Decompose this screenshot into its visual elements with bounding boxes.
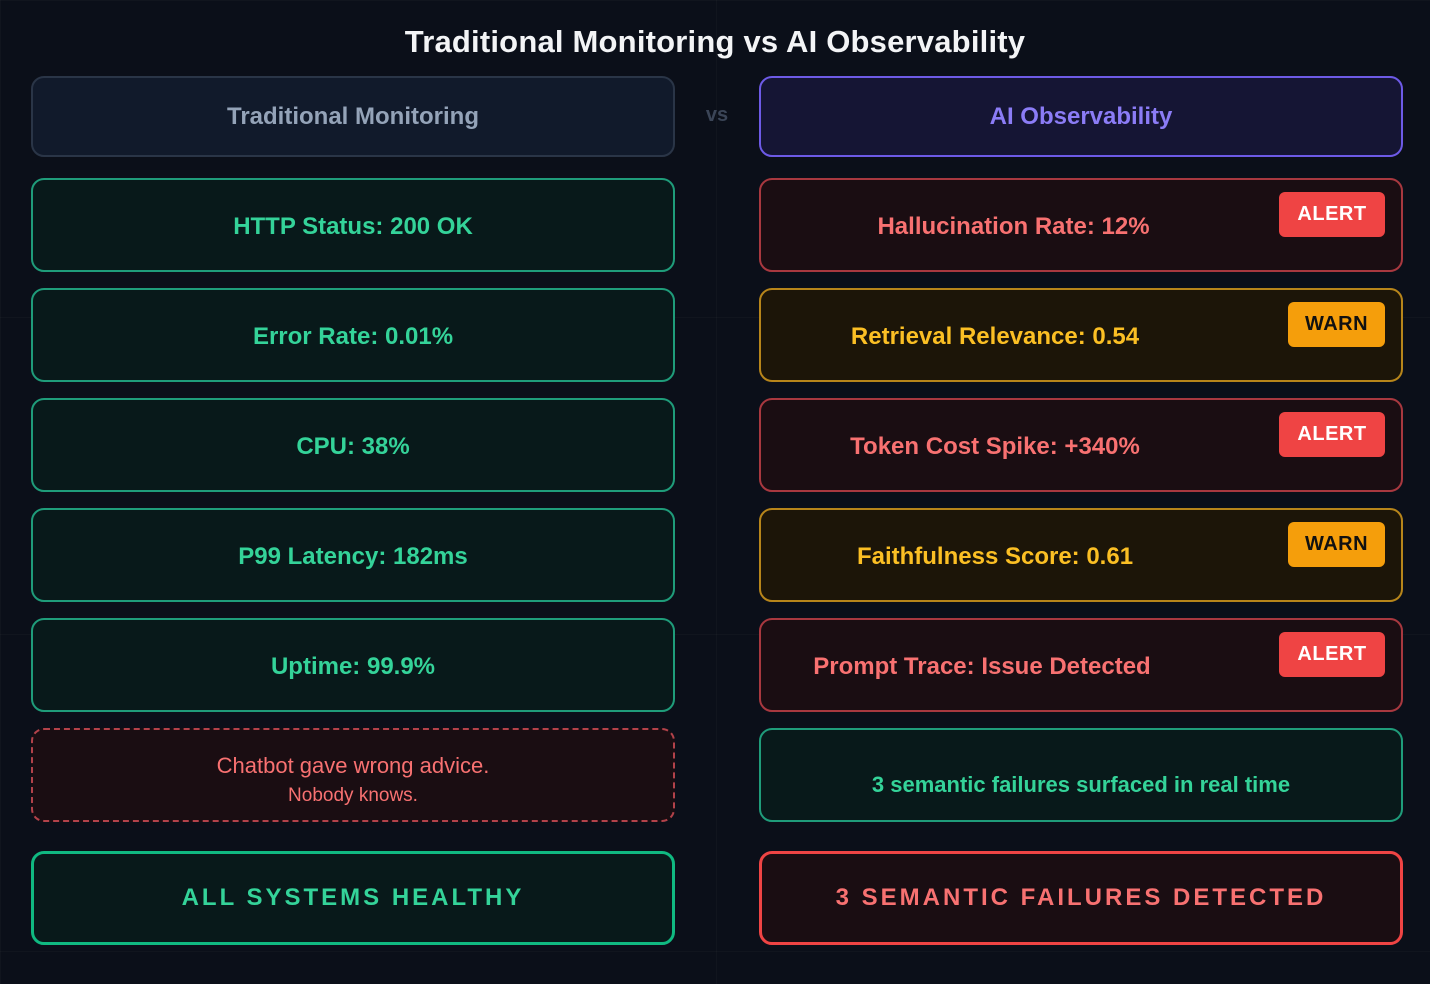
summary-label: 3 semantic failures surfaced in real tim… bbox=[871, 772, 1291, 797]
ai-metric-faithfulness-score: Faithfulness Score: 0.61 WARN bbox=[759, 508, 1403, 602]
metric-label: Token Cost Spike: +340% bbox=[850, 433, 1140, 460]
diagram-title: Traditional Monitoring vs AI Observabili… bbox=[404, 24, 1026, 59]
blindspot-line-1: Chatbot gave wrong advice. bbox=[216, 753, 490, 778]
metric-label: Faithfulness Score: 0.61 bbox=[856, 543, 1134, 570]
alert-badge: ALERT bbox=[1279, 412, 1385, 457]
metric-label: Uptime: 99.9% bbox=[270, 653, 436, 680]
traditional-footer-status: ALL SYSTEMS HEALTHY bbox=[31, 851, 675, 945]
traditional-metric-cpu: CPU: 38% bbox=[31, 398, 675, 492]
traditional-metric-error-rate: Error Rate: 0.01% bbox=[31, 288, 675, 382]
ai-metric-prompt-trace: Prompt Trace: Issue Detected ALERT bbox=[759, 618, 1403, 712]
traditional-metric-uptime: Uptime: 99.9% bbox=[31, 618, 675, 712]
metric-label: Prompt Trace: Issue Detected bbox=[813, 653, 1151, 680]
metric-label: Error Rate: 0.01% bbox=[252, 323, 454, 350]
metric-label: Hallucination Rate: 12% bbox=[877, 213, 1150, 240]
ai-footer-status: 3 SEMANTIC FAILURES DETECTED bbox=[759, 851, 1403, 945]
vs-label: vs bbox=[705, 104, 729, 126]
metric-label: HTTP Status: 200 OK bbox=[233, 213, 473, 240]
metric-label: P99 Latency: 182ms bbox=[238, 543, 468, 570]
traditional-blindspot: Chatbot gave wrong advice. Nobody knows. bbox=[31, 728, 675, 822]
warn-badge: WARN bbox=[1288, 302, 1385, 347]
ai-observability-header: AI Observability bbox=[759, 76, 1403, 157]
alert-badge: ALERT bbox=[1279, 632, 1385, 677]
metric-label: Retrieval Relevance: 0.54 bbox=[850, 323, 1140, 350]
metric-label: CPU: 38% bbox=[296, 433, 410, 460]
traditional-metric-http-status: HTTP Status: 200 OK bbox=[31, 178, 675, 272]
ai-metric-hallucination-rate: Hallucination Rate: 12% ALERT bbox=[759, 178, 1403, 272]
traditional-metric-p99-latency: P99 Latency: 182ms bbox=[31, 508, 675, 602]
blindspot-line-2: Nobody knows. bbox=[288, 785, 418, 806]
traditional-monitoring-header: Traditional Monitoring bbox=[31, 76, 675, 157]
ai-summary: 3 semantic failures surfaced in real tim… bbox=[759, 728, 1403, 822]
ai-metric-retrieval-relevance: Retrieval Relevance: 0.54 WARN bbox=[759, 288, 1403, 382]
alert-badge: ALERT bbox=[1279, 192, 1385, 237]
warn-badge: WARN bbox=[1288, 522, 1385, 567]
ai-metric-token-cost-spike: Token Cost Spike: +340% ALERT bbox=[759, 398, 1403, 492]
